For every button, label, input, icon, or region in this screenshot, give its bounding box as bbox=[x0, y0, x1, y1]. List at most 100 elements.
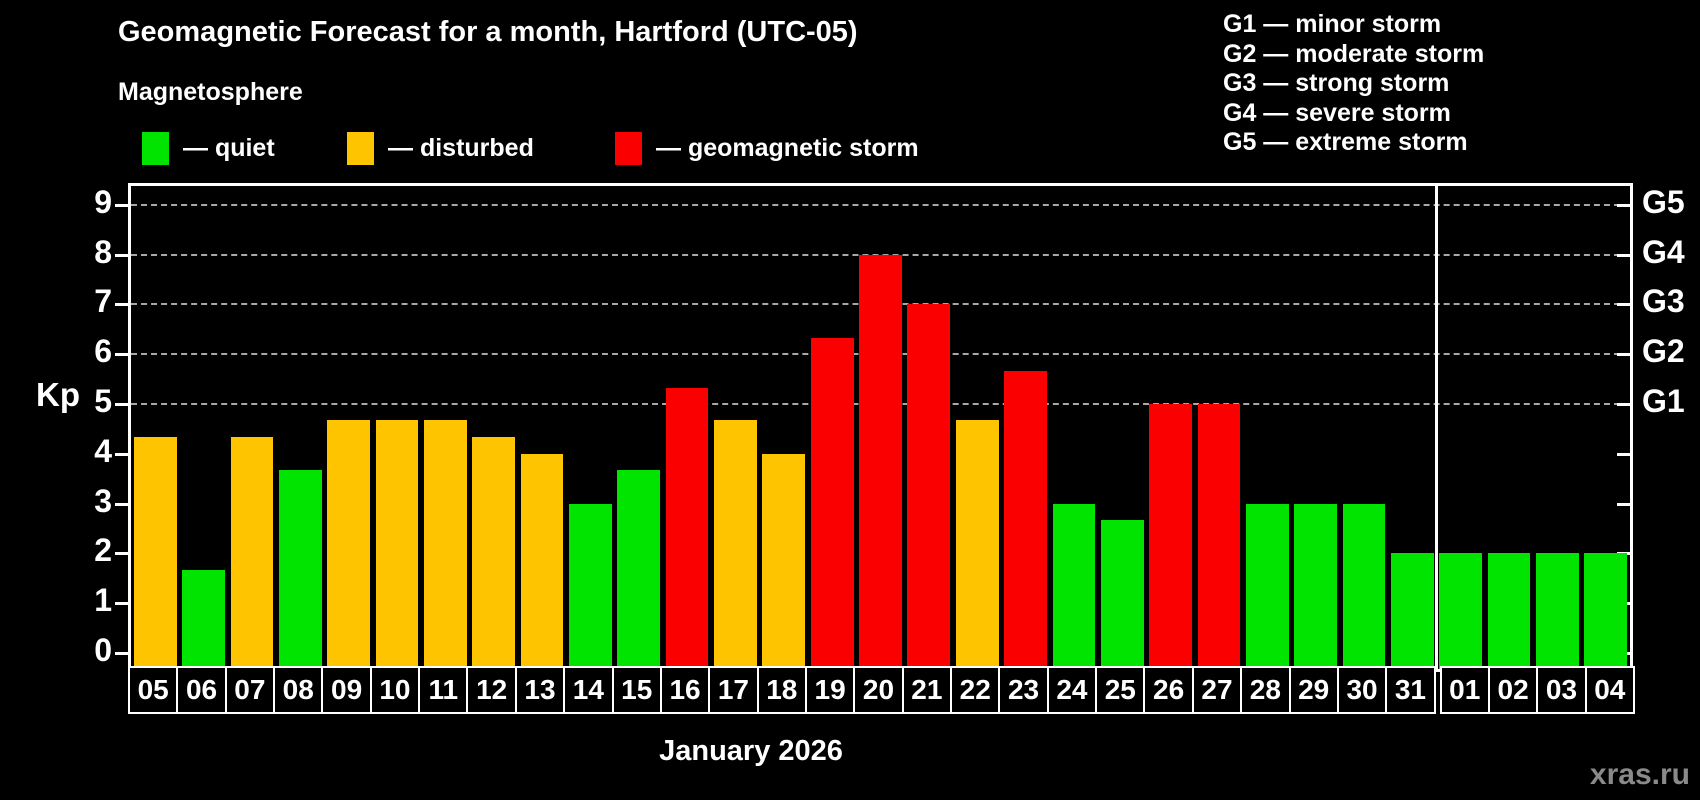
left-axis-tick-2 bbox=[115, 552, 128, 556]
date-box-24: 24 bbox=[1046, 666, 1098, 714]
left-axis-tick-6 bbox=[115, 353, 128, 357]
g-legend-line-g3: G3 — strong storm bbox=[1223, 69, 1450, 97]
bar-day-05 bbox=[133, 437, 177, 669]
left-axis-tick-8 bbox=[115, 253, 128, 257]
legend-item-disturbed: — disturbed bbox=[347, 131, 534, 165]
bar-day-27 bbox=[1197, 404, 1241, 669]
date-box-29: 29 bbox=[1288, 666, 1339, 714]
bar-day-16 bbox=[665, 387, 709, 669]
left-axis-tick-0 bbox=[115, 652, 128, 655]
date-box-31: 31 bbox=[1385, 666, 1436, 714]
bar-day-03 bbox=[1536, 553, 1579, 669]
y-tick-label-8: 8 bbox=[94, 233, 112, 270]
disturbed-color-swatch bbox=[347, 131, 374, 165]
date-box-09: 09 bbox=[321, 666, 372, 714]
bar-day-17 bbox=[714, 420, 757, 669]
right-axis-tick-9 bbox=[1617, 203, 1630, 207]
bar-day-23 bbox=[1004, 370, 1047, 669]
bar-day-07 bbox=[230, 437, 274, 669]
month-separator-line bbox=[1435, 186, 1439, 669]
bar-day-20 bbox=[859, 254, 902, 669]
y-tick-label-7: 7 bbox=[94, 283, 112, 320]
date-box-22: 22 bbox=[950, 666, 1001, 714]
bar-day-15 bbox=[617, 470, 661, 669]
date-box-17: 17 bbox=[708, 666, 759, 714]
date-box-10: 10 bbox=[369, 666, 421, 714]
date-box-26: 26 bbox=[1143, 666, 1194, 714]
legend-item-storm: — geomagnetic storm bbox=[615, 131, 919, 165]
date-box-21: 21 bbox=[901, 666, 953, 714]
watermark: xras.ru bbox=[1589, 758, 1690, 791]
right-axis-tick-6 bbox=[1617, 353, 1630, 357]
date-box-11: 11 bbox=[418, 666, 469, 714]
bar-day-10 bbox=[375, 420, 419, 669]
bar-day-21 bbox=[907, 304, 951, 669]
date-box-25: 25 bbox=[1095, 666, 1146, 714]
left-axis-tick-9 bbox=[115, 203, 128, 207]
g-axis-label-g3: G3 bbox=[1642, 283, 1685, 320]
x-axis-date-boxes: 05 06 07 08 09 10 11 12 13 14 15 16 17 18 19 20 21 22 23 24… bbox=[128, 666, 1638, 714]
date-box-12: 12 bbox=[466, 666, 517, 714]
date-box-05: 05 bbox=[128, 666, 179, 714]
date-box-27: 27 bbox=[1191, 666, 1243, 714]
bar-day-06 bbox=[182, 569, 225, 669]
g-legend-line-g1: G1 — minor storm bbox=[1223, 10, 1442, 38]
bar-day-25 bbox=[1100, 520, 1144, 669]
bar-day-11 bbox=[423, 420, 467, 669]
date-box-06: 06 bbox=[176, 666, 227, 714]
y-tick-label-6: 6 bbox=[94, 333, 112, 370]
bar-day-18 bbox=[762, 453, 806, 669]
right-axis-tick-4 bbox=[1617, 452, 1630, 456]
y-tick-label-4: 4 bbox=[94, 432, 112, 469]
bar-day-14 bbox=[568, 503, 612, 669]
chart-subtitle: Magnetosphere bbox=[118, 78, 303, 106]
bar-day-24 bbox=[1052, 503, 1096, 669]
y-tick-label-9: 9 bbox=[94, 183, 112, 220]
g-axis-label-g4: G4 bbox=[1642, 233, 1685, 270]
bar-day-04 bbox=[1584, 553, 1628, 669]
storm-color-swatch bbox=[615, 131, 642, 165]
y-tick-label-0: 0 bbox=[94, 632, 112, 668]
bar-day-31 bbox=[1391, 553, 1434, 669]
bar-day-28 bbox=[1245, 503, 1289, 669]
date-box-15: 15 bbox=[611, 666, 662, 714]
bar-day-19 bbox=[810, 337, 854, 669]
bar-day-29 bbox=[1294, 503, 1338, 669]
y-tick-label-5: 5 bbox=[94, 383, 112, 419]
month-label: January 2026 bbox=[659, 735, 843, 767]
date-box-02: 02 bbox=[1487, 666, 1539, 714]
g-axis-label-g1: G1 bbox=[1642, 383, 1685, 419]
left-axis-tick-7 bbox=[115, 303, 128, 307]
y-tick-label-2: 2 bbox=[94, 532, 112, 569]
chart-title: Geomagnetic Forecast for a month, Hartfo… bbox=[118, 16, 858, 48]
date-box-03: 03 bbox=[1536, 666, 1587, 714]
bar-day-30 bbox=[1342, 503, 1386, 669]
g-legend-line-g4: G4 — severe storm bbox=[1223, 98, 1451, 127]
left-axis-tick-5 bbox=[115, 403, 128, 406]
bar-day-01 bbox=[1439, 553, 1483, 669]
legend-label-storm: — geomagnetic storm bbox=[656, 133, 919, 162]
y-tick-label-1: 1 bbox=[94, 582, 112, 619]
bar-day-08 bbox=[278, 470, 322, 669]
g-axis-label-g2: G2 bbox=[1642, 333, 1685, 370]
g-axis-label-g5: G5 bbox=[1642, 183, 1685, 220]
g-legend-line-g5: G5 — extreme storm bbox=[1223, 128, 1468, 156]
date-box-23: 23 bbox=[998, 666, 1049, 714]
left-axis-tick-1 bbox=[115, 602, 128, 606]
date-box-08: 08 bbox=[273, 666, 324, 714]
legend-item-quiet: — quiet bbox=[142, 131, 275, 165]
date-box-01: 01 bbox=[1439, 666, 1490, 714]
bar-day-12 bbox=[472, 437, 516, 669]
grid-line-kp-8 bbox=[131, 253, 1630, 256]
bar-day-02 bbox=[1487, 553, 1531, 669]
g-scale-legend: G1 — minor storm G2 — moderate storm G3 … bbox=[1223, 10, 1484, 158]
legend-label-quiet: — quiet bbox=[183, 133, 275, 162]
bar-day-22 bbox=[955, 420, 999, 669]
left-axis-tick-3 bbox=[115, 502, 128, 506]
date-box-14: 14 bbox=[563, 666, 614, 714]
y-tick-label-3: 3 bbox=[94, 482, 112, 519]
date-box-18: 18 bbox=[756, 666, 807, 714]
date-box-19: 19 bbox=[804, 666, 856, 714]
bar-day-13 bbox=[520, 453, 564, 669]
bar-day-26 bbox=[1149, 404, 1192, 669]
